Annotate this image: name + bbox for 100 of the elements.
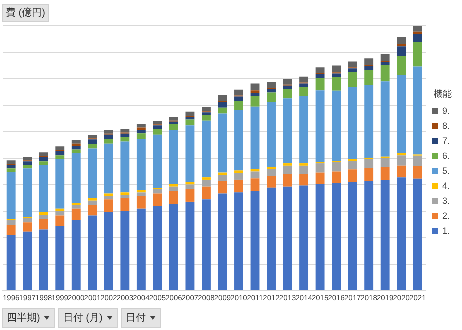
bar (234, 192, 244, 290)
bar (39, 214, 48, 220)
bar (380, 65, 390, 82)
bar (364, 168, 374, 182)
bar (169, 204, 178, 290)
bar (397, 156, 406, 166)
bar (186, 126, 195, 182)
legend-label: 5. (442, 166, 450, 176)
bar (348, 68, 358, 72)
bar (413, 42, 422, 67)
bar (186, 184, 195, 190)
legend-label: 8. (442, 120, 450, 131)
bar (300, 76, 309, 83)
bar (136, 130, 146, 134)
bar (169, 122, 178, 124)
bar (186, 112, 195, 116)
bar (104, 139, 114, 144)
bar (104, 200, 114, 212)
bar (413, 34, 422, 42)
bar (267, 166, 276, 170)
bar (218, 95, 228, 101)
bar (364, 58, 374, 66)
bar (283, 166, 292, 174)
bar (397, 166, 406, 178)
bar (72, 144, 81, 146)
bar (23, 232, 32, 290)
bar (348, 87, 358, 160)
bar (202, 180, 211, 187)
bar (267, 169, 276, 176)
bar (136, 208, 146, 290)
bar (169, 191, 178, 204)
bar (234, 180, 244, 193)
bar (202, 112, 211, 116)
bar (364, 159, 374, 168)
bar (413, 166, 422, 179)
bar (397, 37, 406, 44)
bar (218, 102, 228, 108)
legend-label: 6. (442, 150, 450, 161)
bar (202, 186, 211, 200)
bar (202, 115, 211, 121)
bar (300, 96, 309, 164)
bar (120, 137, 130, 142)
bar (39, 162, 48, 166)
bar (104, 196, 114, 200)
text: 四半期) (7, 312, 40, 325)
bar (136, 196, 146, 209)
bar (169, 117, 178, 121)
bar (218, 114, 228, 173)
bar (136, 139, 146, 190)
bar (39, 152, 48, 156)
bar (6, 220, 16, 226)
bar (234, 101, 244, 111)
bar (234, 110, 244, 171)
bar (88, 140, 98, 144)
bar (348, 170, 358, 182)
bar (218, 194, 228, 290)
bar (267, 82, 276, 88)
bar (23, 165, 32, 169)
bar (234, 173, 244, 180)
bar (380, 82, 390, 157)
bar (250, 106, 260, 170)
bar (364, 70, 374, 86)
bar (267, 188, 276, 290)
bar (250, 172, 260, 179)
bar (23, 218, 32, 223)
bar (56, 216, 65, 226)
bar (250, 84, 260, 91)
bar (413, 156, 422, 166)
bar (380, 158, 390, 168)
bar (6, 160, 16, 164)
bar (332, 66, 342, 73)
bar (380, 62, 390, 66)
bar (88, 200, 98, 206)
bar (104, 144, 114, 194)
bar (283, 186, 292, 290)
bar (316, 164, 325, 173)
bar (316, 74, 325, 78)
bar (104, 134, 114, 140)
bar (267, 92, 276, 102)
bar (6, 172, 16, 220)
bar (413, 178, 422, 290)
bar (348, 72, 358, 88)
bar (202, 120, 211, 178)
bar (6, 168, 16, 172)
bar (153, 121, 162, 125)
bar (72, 220, 81, 290)
bar (88, 144, 98, 149)
bar (72, 208, 81, 221)
bar (136, 192, 146, 196)
bar (316, 68, 325, 74)
bar (397, 46, 406, 56)
bar (120, 192, 130, 196)
bar (316, 78, 325, 91)
text: 日付 (月) (63, 312, 103, 325)
bar (202, 107, 211, 112)
bar (250, 96, 260, 107)
bar (72, 146, 81, 150)
bar (120, 134, 130, 138)
bar (348, 62, 358, 68)
bar (153, 134, 162, 188)
